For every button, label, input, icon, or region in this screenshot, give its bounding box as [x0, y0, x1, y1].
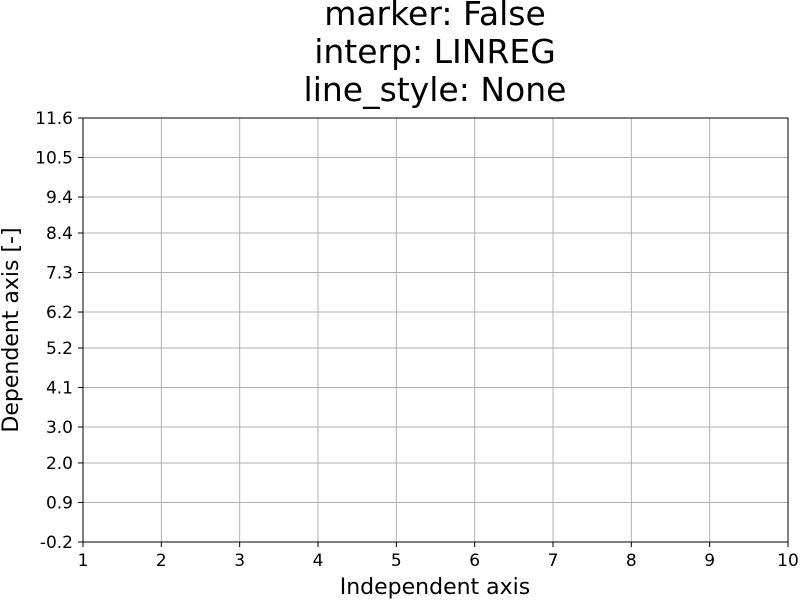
y-tick-label: 5.2: [46, 339, 73, 359]
x-tick-label: 1: [78, 551, 89, 571]
y-axis: -0.2 0.9 2.0 3.0 4.1 5.2 6.2 7.3 8.4 9.4 10.5 11.6: [35, 109, 83, 553]
y-tick-label: 11.6: [35, 109, 73, 129]
chart-title: marker: False interp: LINREG line_style:…: [304, 0, 567, 109]
y-tick-label: -0.2: [40, 533, 73, 553]
x-tick-label: 2: [156, 551, 167, 571]
x-tick-label: 10: [777, 551, 799, 571]
y-tick-label: 6.2: [46, 303, 73, 323]
y-tick-label: 3.0: [46, 418, 73, 438]
title-line-1: marker: False: [324, 0, 546, 33]
title-line-3: line_style: None: [304, 70, 567, 109]
plot-frame: [82, 117, 789, 543]
y-tick-label: 7.3: [46, 264, 73, 284]
y-tick-label: 8.4: [46, 224, 73, 244]
x-tick-label: 4: [313, 551, 324, 571]
x-tick-label: 8: [626, 551, 637, 571]
y-tick-label: 10.5: [35, 149, 73, 169]
x-axis: 1 2 3 4 5 6 7 8 9 10: [78, 542, 799, 571]
x-tick-label: 3: [234, 551, 245, 571]
x-tick-label: 9: [704, 551, 715, 571]
x-tick-label: 5: [391, 551, 402, 571]
y-tick-label: 0.9: [46, 493, 73, 513]
grid: [82, 117, 789, 543]
y-tick-label: 4.1: [46, 378, 73, 398]
y-tick-label: 2.0: [46, 454, 73, 474]
x-axis-label: Independent axis: [340, 575, 531, 600]
x-tick-label: 7: [548, 551, 559, 571]
y-axis-label: Dependent axis [-]: [0, 227, 24, 432]
y-tick-label: 9.4: [46, 188, 73, 208]
x-tick-label: 6: [469, 551, 480, 571]
title-line-2: interp: LINREG: [314, 32, 556, 71]
